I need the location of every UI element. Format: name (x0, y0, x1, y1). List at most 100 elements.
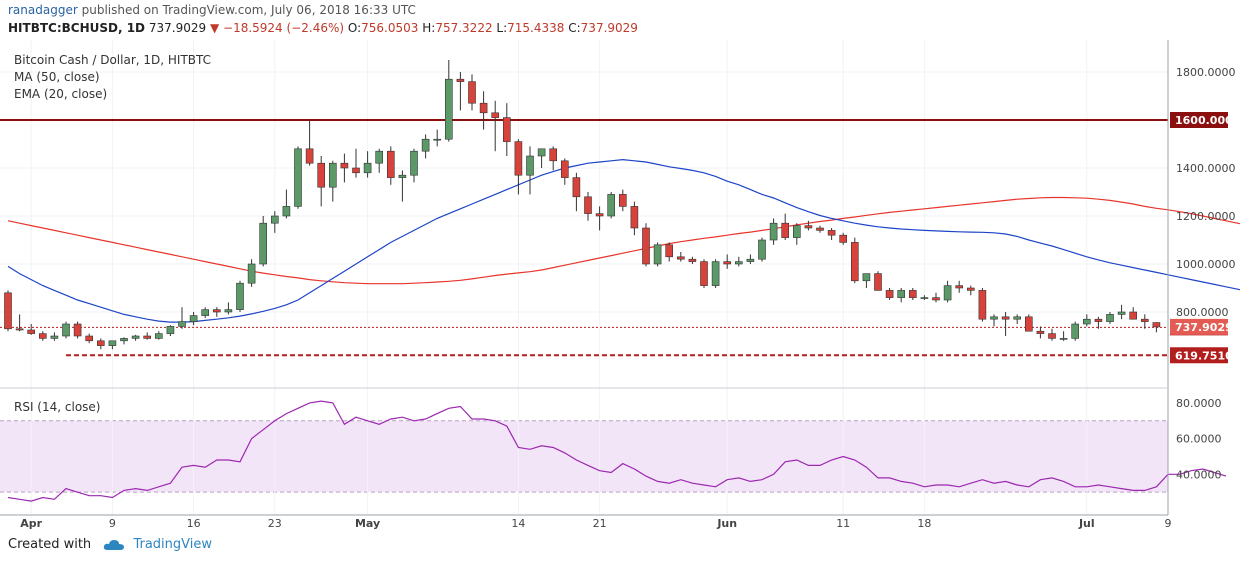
open-label: O: (347, 21, 362, 35)
candle (421, 134, 430, 159)
candle (816, 225, 824, 233)
candle (189, 312, 198, 326)
candle (4, 290, 12, 332)
candle-body (769, 222, 778, 241)
candle-body (792, 225, 801, 238)
candle-body (73, 323, 82, 337)
candle-body (932, 297, 940, 301)
candle (386, 146, 395, 185)
candle (560, 158, 569, 185)
open-value: 756.0503 (361, 21, 419, 35)
candle (1059, 331, 1068, 341)
resistance-tag: 1600.0000 (1170, 112, 1240, 128)
candle-body (189, 315, 198, 322)
candle (178, 307, 186, 329)
ema20-line (7, 158, 1240, 323)
candle-body (62, 323, 70, 337)
candle-body (850, 242, 859, 282)
candle (630, 201, 639, 236)
candle-body (1013, 316, 1022, 320)
time-axis-tick: 11 (836, 517, 850, 530)
candle-body (1071, 323, 1079, 339)
candle-body (398, 174, 407, 178)
low-label: L: (496, 21, 508, 35)
candle (85, 333, 93, 344)
candle (1071, 321, 1079, 341)
rsi-line (7, 400, 1227, 502)
legend-ema: EMA (20, close) (14, 87, 107, 101)
candle-body (155, 333, 163, 339)
candle (27, 324, 36, 335)
rsi-axis-tick: 60.0000 (1176, 433, 1222, 446)
candle-body (781, 222, 790, 238)
candle (201, 307, 209, 318)
candle-body (305, 148, 314, 164)
resistance-tag-box (1170, 112, 1228, 128)
candle (537, 148, 546, 168)
candle-body (4, 292, 12, 330)
candle (978, 288, 987, 322)
candle-body (723, 261, 732, 265)
candle-body (363, 162, 372, 174)
candle (143, 332, 151, 340)
candle (1013, 314, 1022, 324)
candle (908, 288, 917, 300)
time-axis-tick: 21 (593, 517, 607, 530)
candle-body (711, 261, 720, 286)
candle (73, 321, 82, 339)
candle (572, 172, 581, 212)
candle (410, 148, 418, 183)
candle (62, 321, 70, 339)
rsi-band (0, 420, 1168, 493)
low-tag-box (1170, 347, 1228, 364)
author-link[interactable]: ranadagger (8, 3, 78, 17)
candle (375, 148, 384, 173)
low-value: 715.4338 (507, 21, 565, 35)
candle-body (1117, 311, 1126, 315)
price-axis-tick: 1400.0000 (1176, 162, 1236, 175)
candle-body (1036, 330, 1045, 334)
candle (131, 334, 140, 341)
candle (247, 259, 256, 287)
candle (769, 218, 778, 245)
candle (1129, 307, 1137, 320)
candle-body (328, 162, 337, 188)
close-label: C: (568, 21, 581, 35)
candle (584, 192, 592, 221)
candle-body (839, 234, 848, 243)
candle-body (874, 273, 882, 291)
candle (839, 232, 848, 245)
ma50-line (7, 196, 1240, 285)
tradingview-link[interactable]: TradingView (133, 537, 212, 552)
candle (1083, 314, 1091, 327)
candle-body (1141, 318, 1149, 322)
candle-body (560, 160, 569, 178)
candle (549, 146, 558, 171)
candle (804, 220, 813, 231)
time-axis-tick: 9 (1165, 517, 1172, 530)
candle (758, 237, 766, 262)
time-axis-tick: 23 (268, 517, 282, 530)
candle (38, 331, 47, 341)
publish-info: published on TradingView.com, July 06, 2… (81, 3, 416, 17)
candle-body (50, 335, 59, 339)
candle-body (653, 244, 662, 265)
candle-body (1025, 316, 1033, 332)
candle-body (966, 287, 975, 291)
legend-rsi: RSI (14, close) (14, 400, 100, 414)
candle-body (688, 258, 697, 262)
candle (50, 332, 59, 341)
candle-body (352, 167, 360, 174)
candle-body (386, 150, 395, 178)
candle (711, 259, 720, 288)
close-value: 737.9029 (580, 21, 638, 35)
candle-body (827, 230, 836, 236)
candle (270, 211, 279, 233)
candle-body (572, 177, 581, 198)
axis-labels: 1800.0000 1400.0000 1200.0000 1000.0000 800.… (20, 66, 1235, 530)
candle (502, 103, 511, 156)
candle-body (479, 102, 488, 114)
price-chart[interactable]: 1800.0000 1400.0000 1200.0000 1000.0000 800.… (0, 40, 1240, 530)
candle (97, 338, 105, 350)
candle (723, 254, 732, 269)
